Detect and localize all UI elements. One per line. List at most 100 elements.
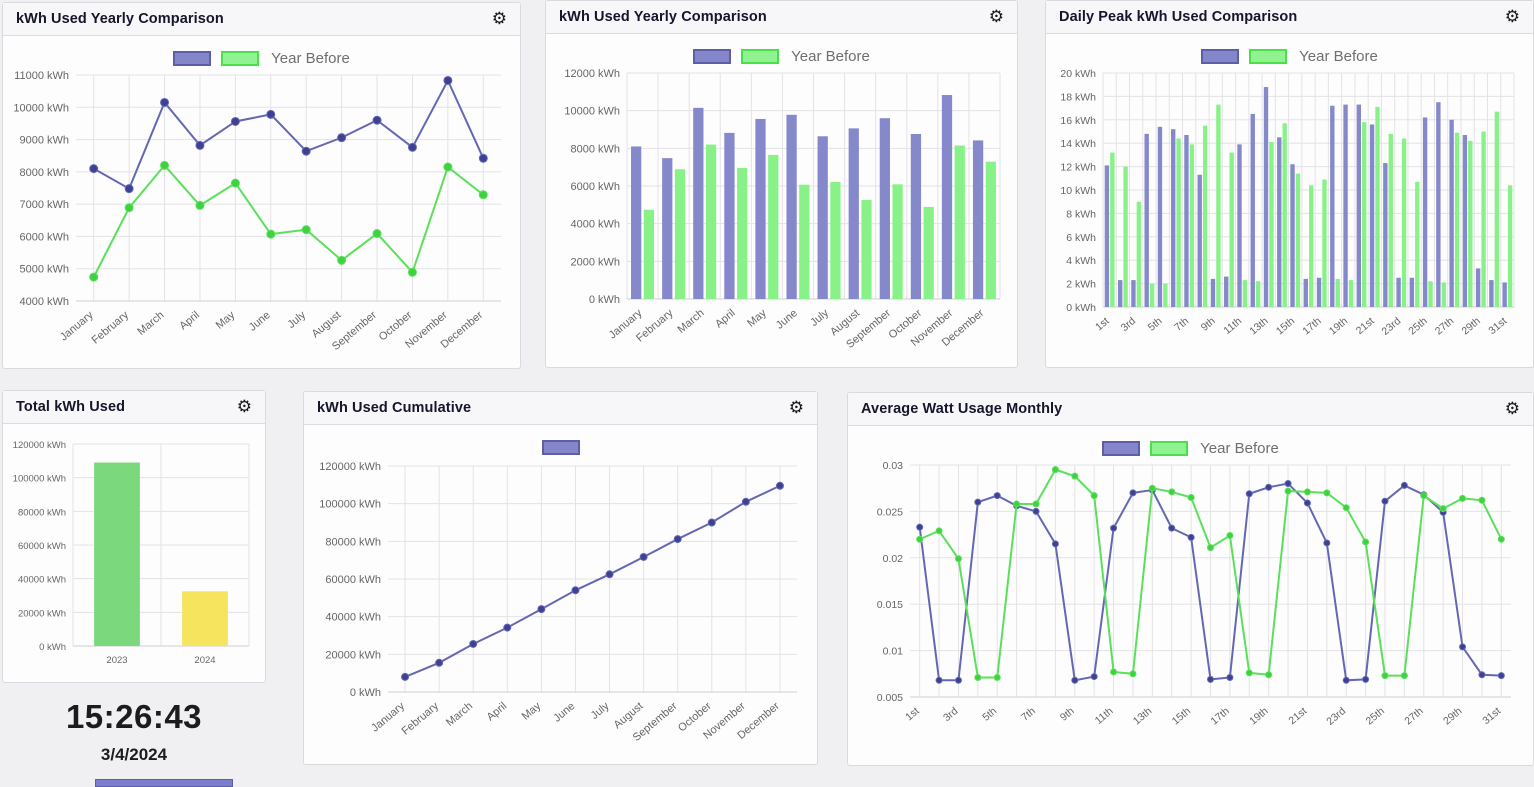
panel-header: Daily Peak kWh Used Comparison ⚙ [1046, 1, 1533, 34]
panel-total-kwh: Total kWh Used ⚙ 0 kWh 20000 kWh 40000 kWh… [2, 390, 266, 683]
current-year-legend-swatch [1102, 440, 1141, 456]
year-before-legend-swatch [741, 48, 780, 64]
svg-text:March: March [444, 700, 475, 729]
svg-text:27th: 27th [1402, 705, 1425, 727]
svg-text:23rd: 23rd [1379, 315, 1403, 338]
svg-text:1st: 1st [1093, 315, 1112, 333]
panel-kwh-yearly-line: kWh Used Yearly Comparison ⚙ Year Before… [2, 2, 521, 369]
year-before-legend-label: Year Before [271, 49, 350, 67]
gear-icon[interactable]: ⚙ [788, 397, 804, 418]
svg-text:7th: 7th [1172, 315, 1191, 334]
svg-text:May: May [214, 309, 238, 332]
svg-text:0 kWh: 0 kWh [350, 687, 381, 699]
gear-icon[interactable]: ⚙ [236, 396, 252, 417]
kwh-yearly-line-chart: 4000 kWh 5000 kWh 6000 kWh 7000 kWh 8000 kWh… [13, 70, 501, 353]
svg-text:10000 kWh: 10000 kWh [13, 102, 69, 114]
svg-text:0.02: 0.02 [883, 553, 904, 565]
svg-text:7th: 7th [1019, 705, 1038, 724]
svg-text:7000 kWh: 7000 kWh [19, 199, 69, 211]
svg-text:1st: 1st [903, 705, 922, 723]
svg-text:February: February [90, 309, 132, 347]
year-before-legend-swatch [221, 50, 260, 66]
panel-title: Average Watt Usage Monthly [861, 401, 1063, 417]
svg-text:6000 kWh: 6000 kWh [570, 181, 620, 193]
svg-text:July: July [589, 700, 612, 722]
svg-text:April: April [713, 307, 738, 330]
kwh-cumulative-line-chart: 0 kWh 20000 kWh 40000 kWh 60000 kWh 80000 kW… [319, 461, 797, 744]
svg-text:10000 kWh: 10000 kWh [564, 106, 620, 118]
panel-daily-peak: Daily Peak kWh Used Comparison ⚙ Year Be… [1045, 0, 1534, 368]
gear-icon[interactable]: ⚙ [1504, 398, 1520, 419]
svg-text:80000 kWh: 80000 kWh [325, 536, 381, 548]
svg-text:20000 kWh: 20000 kWh [18, 608, 66, 619]
svg-text:June: June [551, 700, 577, 725]
panel-header: Total kWh Used ⚙ [3, 391, 265, 424]
svg-text:5th: 5th [980, 705, 999, 724]
svg-text:25th: 25th [1364, 705, 1387, 727]
svg-text:14 kWh: 14 kWh [1060, 138, 1096, 150]
year-before-legend-label: Year Before [1299, 47, 1378, 65]
panel-kwh-cumulative: kWh Used Cumulative ⚙ 0 kWh 20000 kWh 4000… [303, 391, 818, 765]
svg-text:April: April [485, 700, 510, 723]
svg-text:March: March [135, 309, 166, 338]
svg-text:April: April [177, 309, 202, 332]
svg-text:0.01: 0.01 [883, 646, 904, 658]
partial-legend-swatch-cutoff [95, 779, 233, 787]
svg-text:6000 kWh: 6000 kWh [19, 231, 69, 243]
chart-legend: Year Before [546, 47, 1017, 65]
svg-text:3rd: 3rd [1119, 315, 1138, 334]
svg-text:9th: 9th [1199, 315, 1218, 334]
total-kwh-bar-chart: 0 kWh 20000 kWh 40000 kWh 60000 kWh 80000 kW… [13, 440, 250, 666]
current-year-legend-swatch [541, 439, 580, 455]
svg-text:4 kWh: 4 kWh [1066, 255, 1096, 267]
gear-icon[interactable]: ⚙ [988, 6, 1004, 27]
svg-text:11th: 11th [1221, 315, 1244, 337]
current-year-legend-swatch [693, 48, 732, 64]
svg-text:3rd: 3rd [941, 705, 960, 724]
svg-text:80000 kWh: 80000 kWh [18, 507, 66, 518]
panel-header: Average Watt Usage Monthly ⚙ [848, 393, 1533, 426]
svg-text:19th: 19th [1247, 705, 1270, 727]
svg-text:12000 kWh: 12000 kWh [564, 68, 620, 80]
svg-text:0 kWh: 0 kWh [39, 642, 66, 653]
year-before-legend-label: Year Before [791, 47, 870, 65]
svg-text:16 kWh: 16 kWh [1060, 115, 1096, 127]
svg-text:15th: 15th [1274, 315, 1297, 337]
year-before-legend-swatch [1249, 48, 1288, 64]
svg-text:February: February [400, 700, 442, 738]
chart-legend: Year Before [3, 49, 520, 67]
avg-watt-line-chart: 0.005 0.01 0.015 0.02 0.025 0.03 1st 3rd 5th 7th 9… [877, 460, 1511, 728]
chart-legend: Year Before [848, 439, 1533, 457]
clock: 15:26:43 3/4/2024 [2, 698, 266, 765]
gear-icon[interactable]: ⚙ [1504, 6, 1520, 27]
svg-text:0.005: 0.005 [877, 692, 903, 704]
svg-text:2024: 2024 [194, 655, 215, 666]
svg-text:17th: 17th [1300, 315, 1323, 337]
svg-text:12 kWh: 12 kWh [1060, 162, 1096, 174]
gear-icon[interactable]: ⚙ [491, 8, 507, 29]
svg-text:19th: 19th [1327, 315, 1350, 337]
svg-text:8000 kWh: 8000 kWh [570, 143, 620, 155]
svg-text:60000 kWh: 60000 kWh [325, 574, 381, 586]
svg-text:0 kWh: 0 kWh [589, 294, 620, 306]
year-before-legend-label: Year Before [1200, 439, 1279, 457]
current-year-legend-swatch [173, 50, 212, 66]
svg-text:18 kWh: 18 kWh [1060, 91, 1096, 103]
svg-text:17th: 17th [1208, 705, 1231, 727]
kwh-yearly-bar-chart: 0 kWh 2000 kWh 4000 kWh 6000 kWh 8000 kWh 100… [564, 68, 1001, 351]
svg-text:27th: 27th [1433, 315, 1456, 337]
svg-text:20000 kWh: 20000 kWh [325, 649, 381, 661]
svg-text:29th: 29th [1441, 705, 1464, 727]
chart-legend [304, 438, 817, 456]
panel-title: kWh Used Yearly Comparison [559, 9, 767, 25]
svg-text:9th: 9th [1058, 705, 1077, 724]
svg-text:March: March [676, 307, 707, 336]
svg-text:29th: 29th [1459, 315, 1482, 337]
svg-text:100000 kWh: 100000 kWh [13, 474, 66, 485]
svg-text:60000 kWh: 60000 kWh [18, 541, 66, 552]
svg-text:13th: 13th [1131, 705, 1154, 727]
panel-title: kWh Used Yearly Comparison [16, 11, 224, 27]
year-before-legend-swatch [1150, 440, 1189, 456]
svg-text:11000 kWh: 11000 kWh [14, 70, 69, 82]
panel-avg-watt: Average Watt Usage Monthly ⚙ Year Before… [847, 392, 1534, 766]
